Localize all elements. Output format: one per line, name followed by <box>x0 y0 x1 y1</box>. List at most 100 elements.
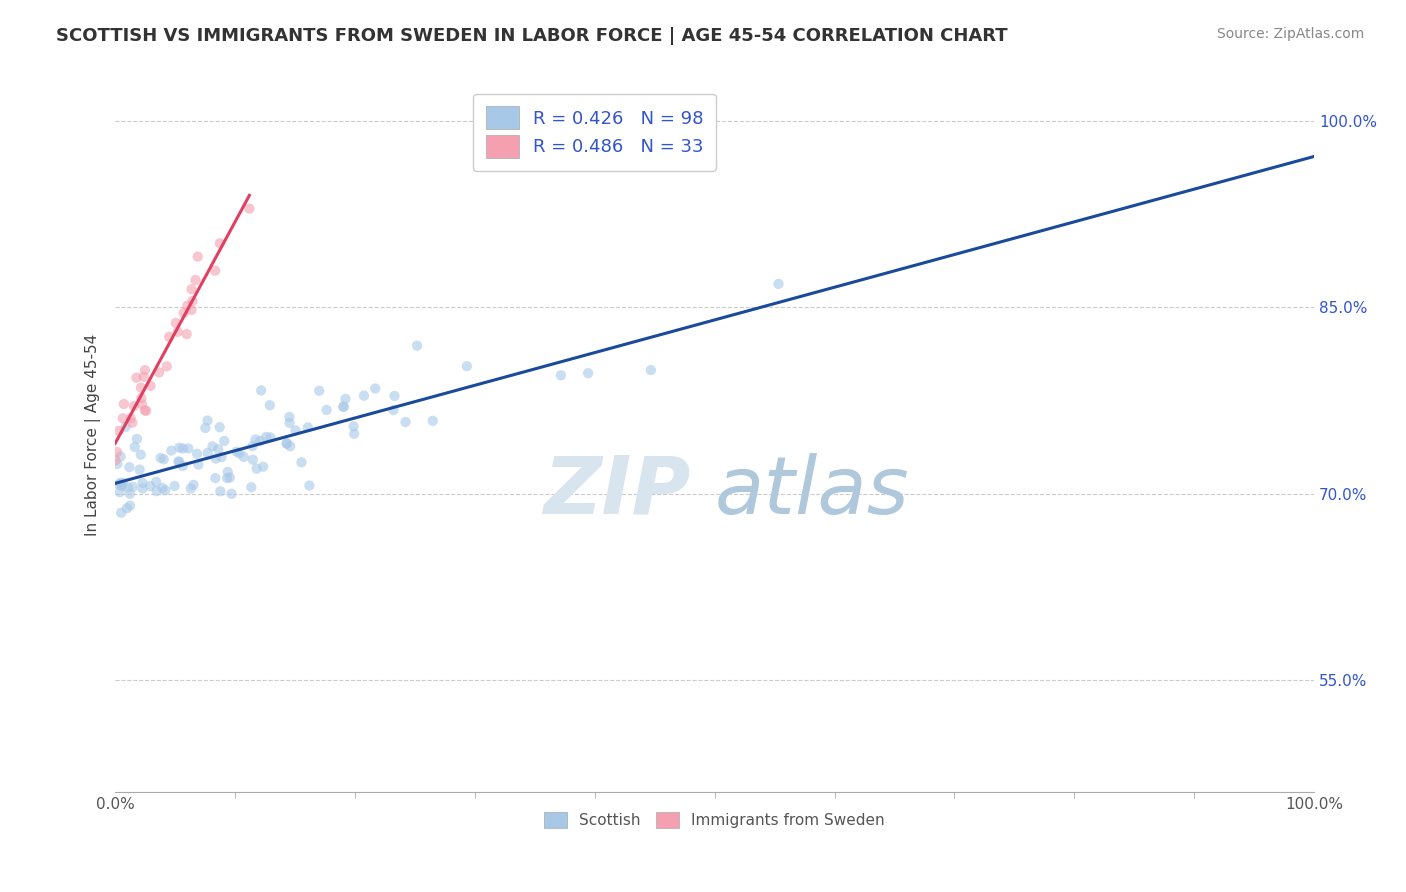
Point <box>394 415 416 429</box>
Point <box>153 483 176 498</box>
Point <box>110 506 132 520</box>
Point <box>353 389 375 403</box>
Point <box>297 420 319 434</box>
Point <box>278 439 301 453</box>
Point <box>122 399 145 413</box>
Point <box>640 363 662 377</box>
Point <box>212 434 235 448</box>
Point <box>201 439 224 453</box>
Point <box>173 306 195 320</box>
Point <box>131 391 153 405</box>
Point <box>120 411 142 425</box>
Point <box>176 327 198 342</box>
Text: SCOTTISH VS IMMIGRANTS FROM SWEDEN IN LABOR FORCE | AGE 45-54 CORRELATION CHART: SCOTTISH VS IMMIGRANTS FROM SWEDEN IN LA… <box>56 27 1008 45</box>
Point <box>308 384 330 398</box>
Point <box>343 419 366 434</box>
Point <box>110 450 132 464</box>
Point <box>166 325 188 339</box>
Point <box>249 434 271 448</box>
Point <box>298 478 321 492</box>
Point <box>180 482 202 496</box>
Point <box>208 236 231 251</box>
Point <box>118 460 141 475</box>
Point <box>197 446 219 460</box>
Point <box>117 480 139 494</box>
Point <box>112 397 135 411</box>
Point <box>218 470 240 484</box>
Point <box>105 445 128 459</box>
Point <box>332 400 354 414</box>
Point <box>111 479 134 493</box>
Point <box>246 461 269 475</box>
Point <box>240 480 263 494</box>
Point <box>131 482 153 496</box>
Point <box>135 403 157 417</box>
Point <box>176 299 198 313</box>
Point <box>134 403 156 417</box>
Point <box>232 450 254 464</box>
Point <box>217 471 239 485</box>
Point <box>315 403 337 417</box>
Point <box>183 478 205 492</box>
Point <box>180 282 202 296</box>
Point <box>335 392 357 406</box>
Point <box>163 479 186 493</box>
Point <box>131 475 153 490</box>
Point <box>284 424 307 438</box>
Point <box>121 416 143 430</box>
Point <box>139 479 162 493</box>
Point <box>204 263 226 277</box>
Point <box>290 455 312 469</box>
Point <box>145 475 167 489</box>
Point <box>125 370 148 384</box>
Point <box>184 273 207 287</box>
Point <box>110 475 132 490</box>
Point <box>114 419 136 434</box>
Point <box>134 363 156 377</box>
Point <box>194 421 217 435</box>
Point <box>187 458 209 472</box>
Point <box>165 316 187 330</box>
Point <box>384 389 406 403</box>
Point <box>167 454 190 468</box>
Point <box>406 339 429 353</box>
Point <box>187 250 209 264</box>
Point <box>160 443 183 458</box>
Point <box>122 480 145 494</box>
Point <box>115 501 138 516</box>
Point <box>111 475 134 490</box>
Point <box>169 441 191 455</box>
Point <box>238 202 260 216</box>
Point <box>252 459 274 474</box>
Point <box>278 416 301 430</box>
Point <box>128 462 150 476</box>
Point <box>132 369 155 384</box>
Point <box>250 384 273 398</box>
Point <box>149 450 172 465</box>
Point <box>211 450 233 465</box>
Point <box>228 446 250 460</box>
Point <box>204 471 226 485</box>
Text: ZIP: ZIP <box>543 453 690 531</box>
Point <box>225 444 247 458</box>
Point <box>278 409 301 424</box>
Point <box>180 302 202 317</box>
Point <box>169 455 191 469</box>
Point <box>254 430 277 444</box>
Point <box>276 436 298 450</box>
Text: atlas: atlas <box>714 453 910 531</box>
Point <box>456 359 478 374</box>
Point <box>422 414 444 428</box>
Point <box>204 451 226 466</box>
Point <box>131 397 153 411</box>
Point <box>197 413 219 427</box>
Text: Source: ZipAtlas.com: Source: ZipAtlas.com <box>1216 27 1364 41</box>
Point <box>259 430 281 444</box>
Point <box>382 403 405 417</box>
Point <box>217 465 239 479</box>
Point <box>221 487 243 501</box>
Point <box>181 293 204 308</box>
Point <box>129 448 152 462</box>
Point <box>145 484 167 499</box>
Y-axis label: In Labor Force | Age 45-54: In Labor Force | Age 45-54 <box>86 334 101 536</box>
